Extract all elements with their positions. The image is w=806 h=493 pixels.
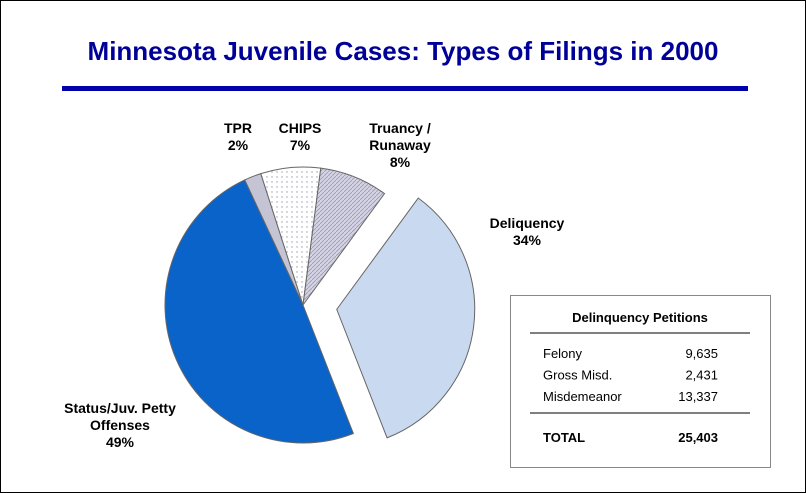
row-value: 2,431 (685, 368, 718, 383)
chart-title: Minnesota Juvenile Cases: Types of Filin… (88, 36, 719, 66)
row-value: 13,337 (678, 389, 718, 404)
pie-slice (336, 197, 476, 439)
total-label: TOTAL (543, 430, 585, 445)
row-label: Felony (543, 346, 583, 361)
slice-name: Deliquency (489, 215, 565, 231)
slice-label: CHIPS 7% (270, 120, 330, 154)
row-value: 9,635 (685, 346, 718, 361)
slice-label: Truancy / Runaway 8% (360, 120, 440, 171)
slice-name: CHIPS (278, 120, 322, 136)
slice-value: 7% (289, 137, 311, 153)
slice-label: TPR 2% (218, 120, 258, 154)
slice-name: Status/Juv. Petty Offenses (64, 400, 176, 433)
slice-value: 2% (227, 137, 249, 153)
slice-value: 49% (105, 434, 135, 450)
title-rule (62, 86, 748, 91)
row-label: Gross Misd. (543, 368, 612, 383)
table-box (510, 295, 771, 468)
slice-value: 34% (512, 232, 542, 248)
slice-label: Deliquency 34% (472, 215, 582, 249)
pie (164, 166, 476, 444)
slice-name: TPR (224, 120, 252, 136)
table-title: Delinquency Petitions (572, 310, 708, 325)
slice-value: 8% (389, 154, 411, 170)
pie-slice (302, 167, 386, 306)
row-label: Misdemeanor (543, 389, 622, 404)
slice-label: Status/Juv. Petty Offenses 49% (40, 400, 200, 451)
slice-name: Truancy / Runaway (369, 120, 431, 153)
total-value: 25,403 (678, 430, 718, 445)
table-rows: Felony 9,635 Gross Misd. 2,431 Misdemeanor 13… (543, 346, 718, 404)
pie-slice (164, 179, 355, 444)
